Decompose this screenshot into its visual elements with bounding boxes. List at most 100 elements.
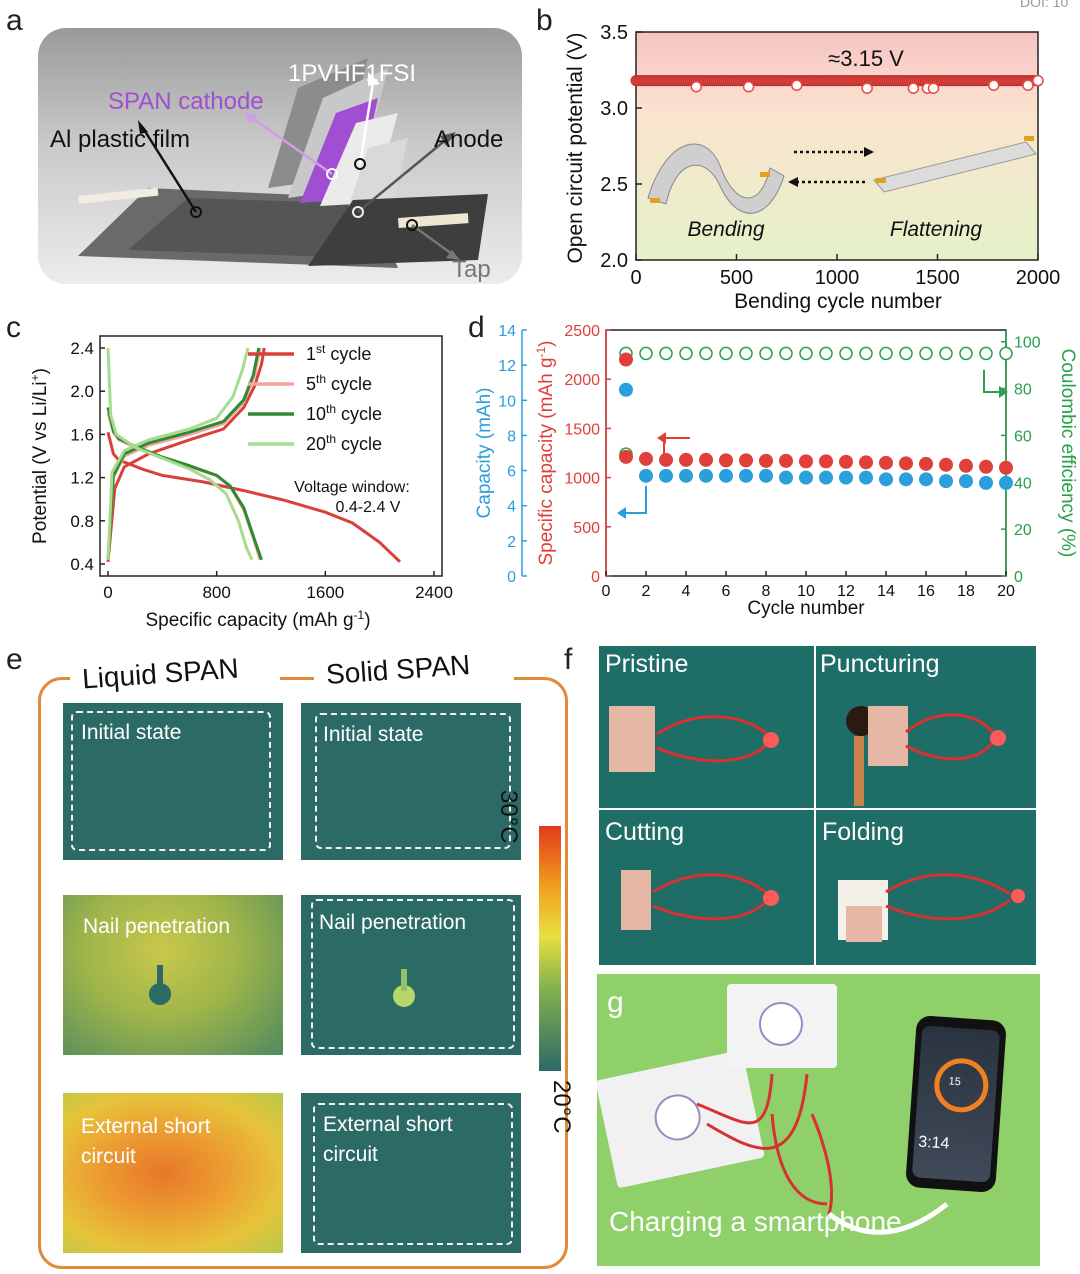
chart-d-point-specific — [779, 453, 793, 468]
label-initial-liquid: Initial state — [81, 721, 182, 744]
chart-b-xlabel: Bending cycle number — [734, 290, 942, 313]
chart-d-point-capacity — [779, 470, 793, 485]
chart-d-xtick-label: 6 — [722, 583, 731, 600]
panel-b-label: b — [536, 4, 553, 37]
chart-d-point-ce — [879, 346, 893, 361]
panel-f-label: f — [564, 643, 573, 676]
chart-d-point-specific — [879, 455, 893, 470]
chart-d-tick-label-capacity: 10 — [498, 393, 516, 410]
chart-d-point-ce — [779, 346, 793, 361]
chart-d-tick-label-specific: 0 — [591, 569, 600, 586]
photo-charging-smartphone: g 15 3:14 Charging a smartphone — [597, 974, 1040, 1266]
chart-d-point-specific — [699, 452, 713, 467]
chart-d-point-capacity — [679, 468, 693, 483]
chart-d-xtick-label: 4 — [682, 583, 691, 600]
chart-c-xtick-label: 0 — [103, 583, 112, 602]
pouch-cell-2 — [727, 984, 837, 1068]
doi-text: DOI: 10 — [1020, 0, 1069, 10]
colorbar-label-hi: 30°C — [495, 790, 522, 844]
chart-b-point — [742, 80, 755, 93]
label-short-liquid-2: circuit — [81, 1145, 136, 1168]
thermal-liquid-nail: Nail penetration — [63, 895, 283, 1055]
chart-d-tick-label-ce: 80 — [1014, 382, 1032, 399]
chart-d-xtick-label: 12 — [837, 583, 855, 600]
solid-header-bg — [314, 656, 514, 692]
chart-d-tick-label-capacity: 2 — [507, 534, 516, 551]
thermal-solid-initial: Initial state — [301, 703, 521, 860]
arrow-to-capacity-axis — [624, 486, 647, 514]
chart-b-xtick-label: 1500 — [915, 267, 960, 289]
chart-d-point-specific — [659, 452, 673, 467]
chart-d-point-specific — [639, 451, 653, 466]
label-1pvhf1fsi: 1PVHF1FSI — [288, 60, 417, 87]
panel-a-illustration: 1PVHF1FSI SPAN cathode Al plastic film A… — [38, 28, 522, 284]
chart-d-xlabel: Cycle number — [747, 598, 865, 619]
chart-d-xtick-label: 20 — [997, 583, 1015, 600]
chart-b-xtick-label: 1000 — [815, 267, 860, 289]
arrow-head-blue — [617, 507, 626, 519]
chart-d-point-ce — [819, 346, 833, 361]
chart-d-tick-label-specific: 500 — [573, 520, 600, 537]
chart-d-tick-label-capacity: 8 — [507, 428, 516, 445]
chart-d-tick-label-specific: 1500 — [564, 421, 600, 438]
chart-b-point — [690, 80, 703, 93]
label-folding: Folding — [822, 818, 904, 846]
chart-c-legend-label: 5th cycle — [306, 372, 372, 394]
chart-d-point-capacity — [899, 472, 913, 487]
chart-b-ylabel: Open circuit potential (V) — [564, 32, 587, 263]
chart-d-point-capacity — [759, 468, 773, 483]
phone-battery-pct: 15 — [948, 1075, 962, 1089]
phone-time: 3:14 — [917, 1133, 950, 1153]
chart-c-xlabel: Specific capacity (mAh g-1) — [145, 608, 370, 631]
chart-d-point-specific — [939, 457, 953, 472]
chart-b-point — [791, 79, 803, 91]
bent-cell-drawing — [647, 143, 785, 214]
chart-d-point-capacity — [639, 468, 653, 483]
chart-d-point-specific — [919, 456, 933, 471]
chart-c-note-1: Voltage window: — [294, 479, 410, 496]
label-tap: Tap — [452, 256, 491, 283]
chart-d-tick-label-specific: 1000 — [564, 471, 600, 488]
chart-d-xtick-label: 8 — [762, 583, 771, 600]
chart-d-point-capacity — [959, 474, 973, 489]
chart-d-tick-label-specific: 2000 — [564, 372, 600, 389]
label-nail-liquid: Nail penetration — [83, 915, 231, 938]
chart-d-point-capacity — [739, 468, 753, 483]
label-span-cathode: SPAN cathode — [108, 88, 264, 115]
chart-d-point-capacity — [919, 472, 933, 487]
chart-c-xtick-label: 800 — [202, 583, 230, 602]
chart-c-line-discharge — [106, 347, 254, 561]
chart-d-xtick-label: 14 — [877, 583, 895, 600]
chart-d-point-ce — [939, 346, 953, 361]
chart-d-tick-label-capacity: 4 — [507, 499, 516, 516]
chart-d-point-ce — [659, 346, 673, 361]
chart-d-point-ce — [999, 346, 1013, 361]
label-pristine: Pristine — [605, 650, 689, 678]
panel-c-label: c — [6, 311, 21, 344]
label-anode: Anode — [434, 126, 504, 153]
chart-c-line-charge — [106, 347, 262, 560]
chart-c-legend-label: 1st cycle — [306, 342, 371, 364]
photo-cutting: Cutting — [599, 810, 814, 965]
thermal-liquid-initial: Initial state — [63, 703, 283, 860]
chart-c-xtick-label: 1600 — [306, 583, 344, 602]
pouch-cell-drawing — [78, 58, 488, 268]
smartphone: 15 3:14 — [905, 1015, 1007, 1193]
chart-b-point — [1022, 79, 1034, 91]
chart-c-ytick-label: 0.8 — [70, 512, 94, 531]
chart-d-point-capacity — [659, 468, 673, 483]
thermal-solid-nail: Nail penetration — [301, 895, 521, 1055]
chart-b-xtick-label: 0 — [630, 267, 641, 289]
chart-c-ytick-label: 2.0 — [70, 382, 94, 401]
chart-d-point-ce — [759, 346, 773, 361]
chart-b-xtick-label: 500 — [720, 267, 753, 289]
chart-d-tick-label-ce: 0 — [1014, 569, 1023, 586]
chart-c-ytick-label: 1.2 — [70, 469, 94, 488]
chart-c-ytick-label: 2.4 — [70, 339, 94, 358]
chart-d-ylabel-capacity: Capacity (mAh) — [474, 388, 495, 519]
chart-d-point-specific — [619, 352, 633, 367]
chart-d-tick-label-specific: 2500 — [564, 323, 600, 340]
chart-d-point-ce — [959, 346, 973, 361]
chart-c-legend-label: 20th cycle — [306, 432, 382, 454]
chart-b-ytick-label: 2.0 — [600, 250, 628, 272]
